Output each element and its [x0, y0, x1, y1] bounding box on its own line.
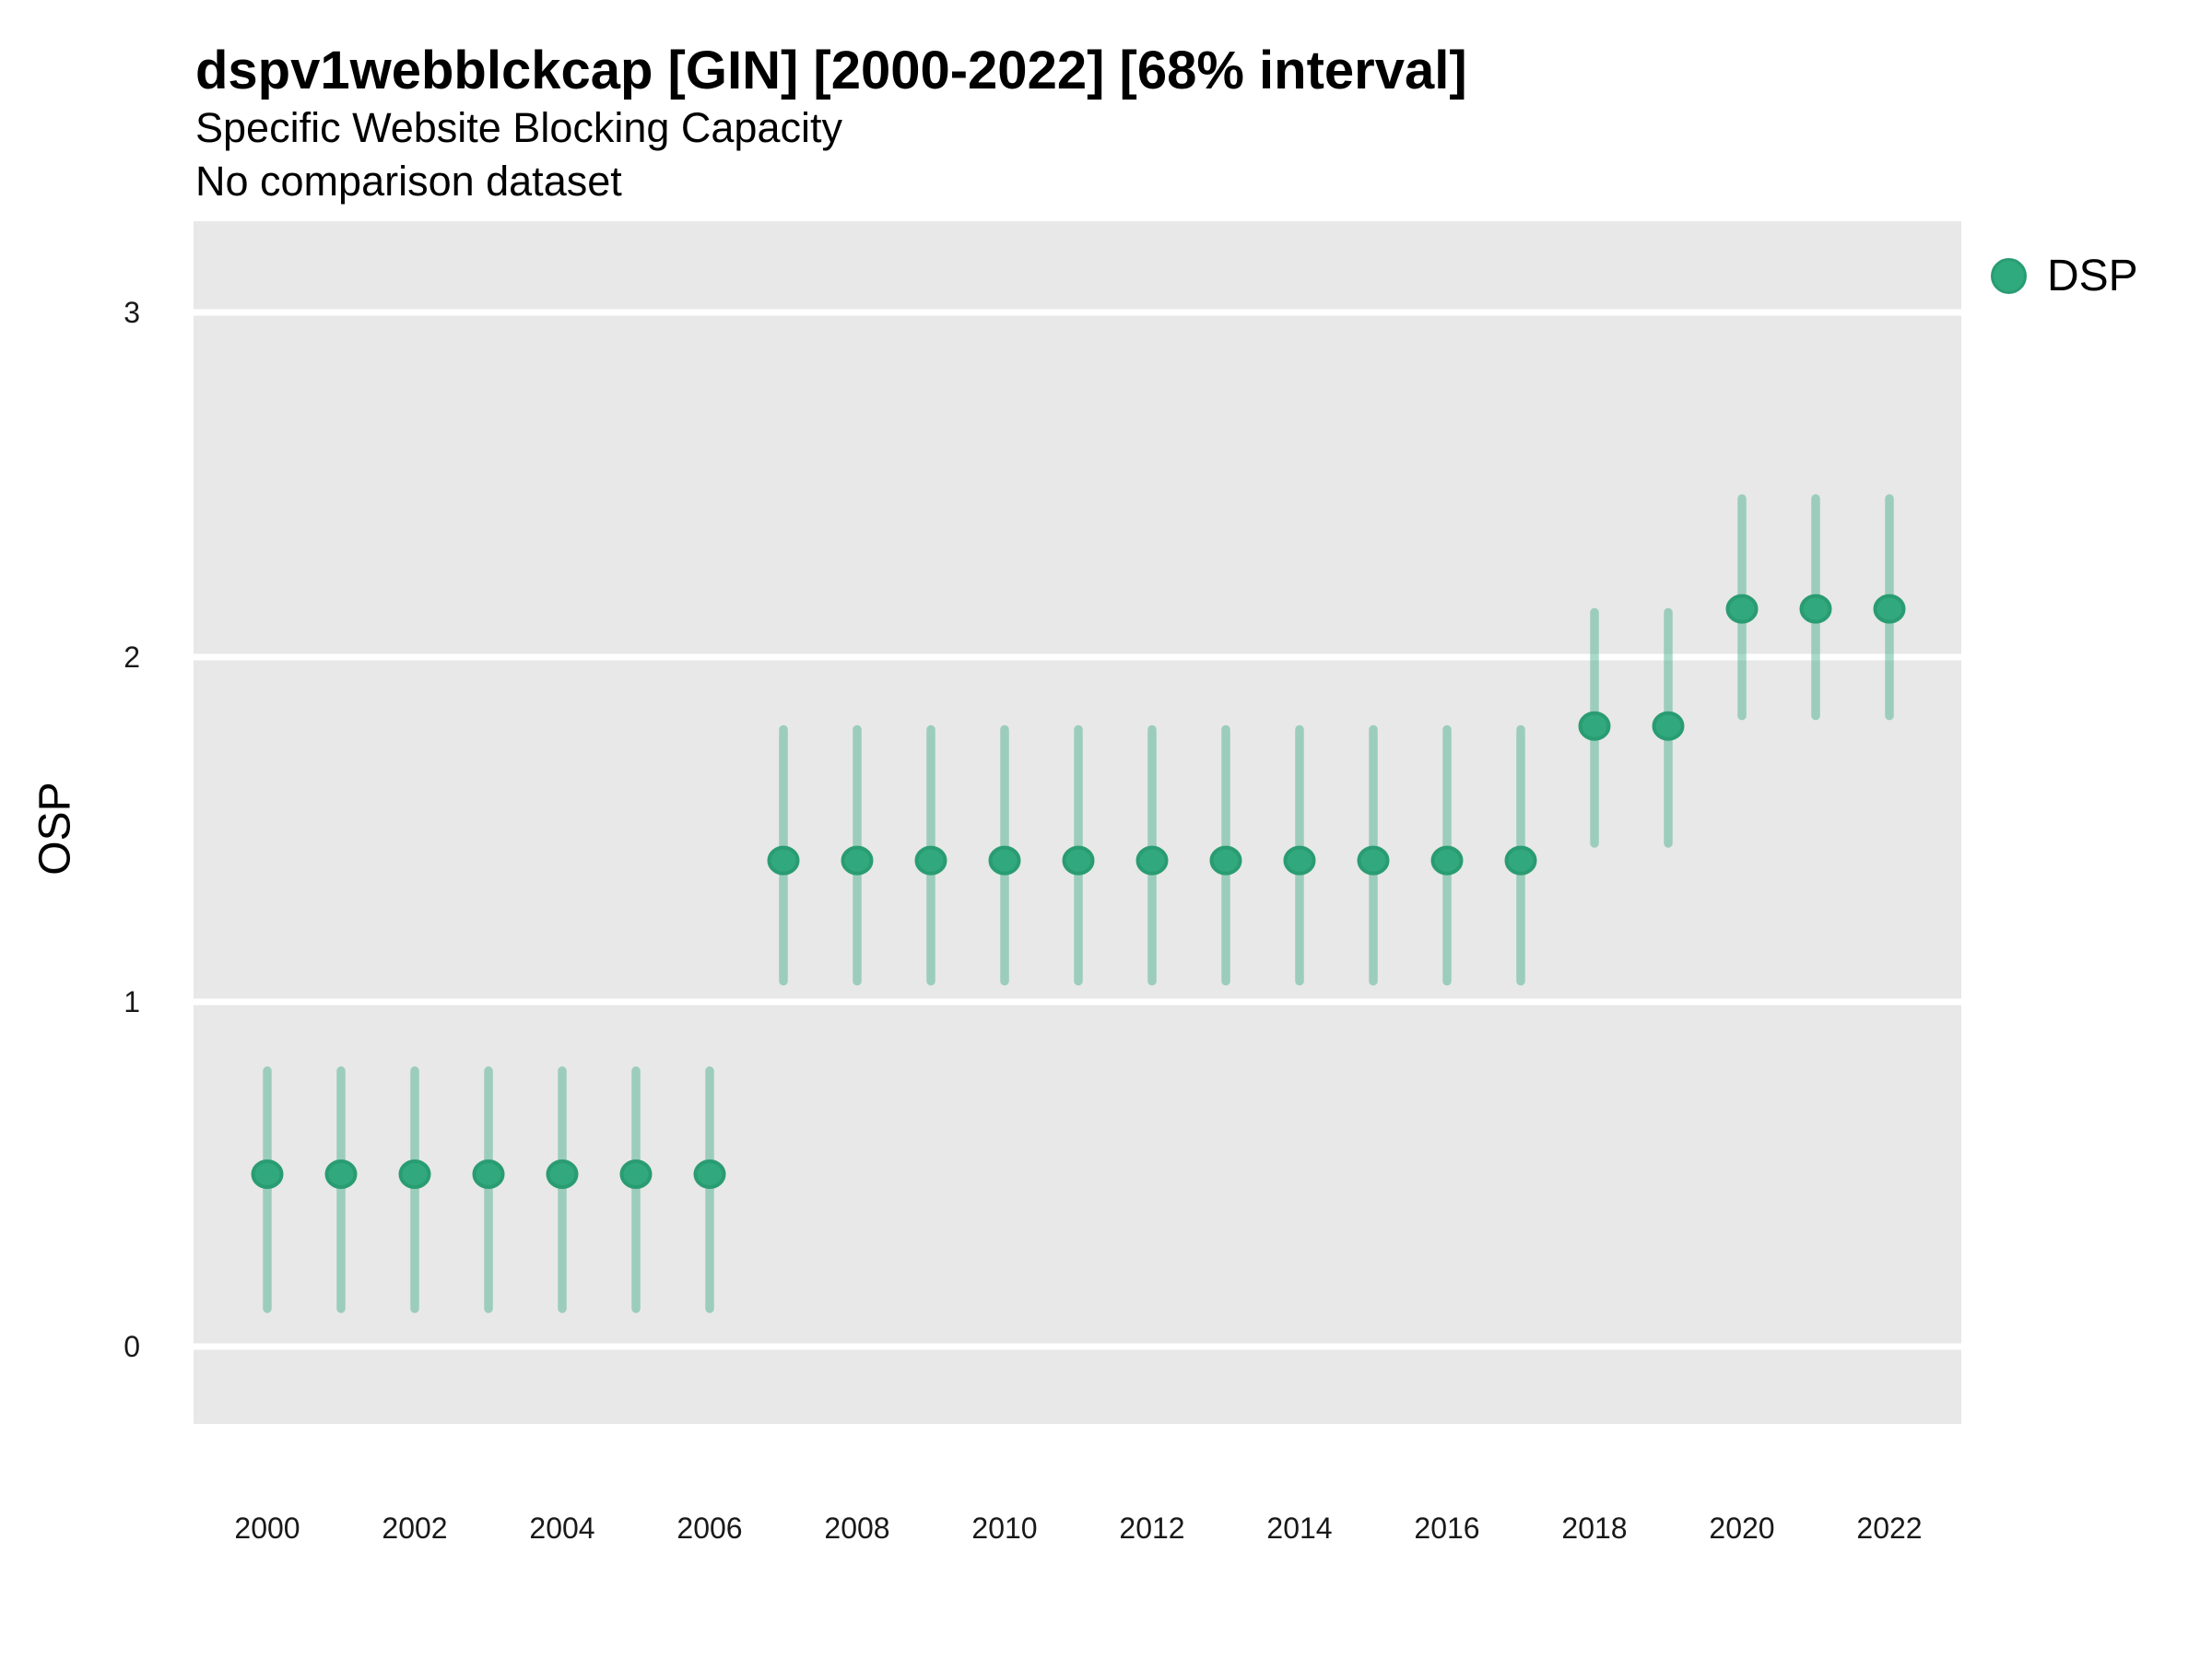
data-point-2005: [619, 1159, 653, 1189]
x-tick-label: 2018: [1561, 1512, 1627, 1545]
chart-title: dspv1webblckcap [GIN] [2000-2022] [68% i…: [195, 41, 1467, 100]
data-point-2000: [251, 1159, 284, 1189]
data-point-2019: [1652, 711, 1685, 741]
data-point-2006: [693, 1159, 726, 1189]
data-point-2021: [1799, 594, 1832, 624]
x-tick-label: 2008: [824, 1512, 889, 1545]
x-tick-label: 2016: [1414, 1512, 1479, 1545]
data-point-2020: [1725, 594, 1759, 624]
x-tick-label: 2010: [971, 1512, 1037, 1545]
data-point-2007: [767, 845, 800, 876]
legend-label: DSP: [2047, 252, 2138, 300]
data-point-2018: [1578, 711, 1611, 741]
y-axis-title: OSP: [30, 782, 80, 876]
title-block: dspv1webblckcap [GIN] [2000-2022] [68% i…: [195, 41, 1467, 208]
y-tick-label: 3: [124, 296, 140, 329]
legend: DSP: [1991, 251, 2138, 301]
y-tick-label: 1: [124, 985, 140, 1018]
plot-panel: [194, 221, 1961, 1424]
data-point-2002: [398, 1159, 431, 1189]
data-point-2001: [324, 1159, 358, 1189]
data-point-2003: [472, 1159, 505, 1189]
chart-subtitle: Specific Website Blocking Capacity: [195, 104, 842, 151]
x-tick-label: 2002: [382, 1512, 447, 1545]
chart-note: No comparison dataset: [195, 158, 622, 205]
x-tick-label: 2004: [529, 1512, 594, 1545]
data-point-2011: [1062, 845, 1095, 876]
x-tick-label: 2014: [1266, 1512, 1332, 1545]
legend-marker-icon: [1991, 258, 2027, 294]
data-point-2004: [546, 1159, 579, 1189]
x-tick-label: 2000: [234, 1512, 300, 1545]
y-tick-label: 2: [124, 641, 140, 674]
data-point-2014: [1283, 845, 1316, 876]
data-point-2016: [1430, 845, 1464, 876]
data-point-2015: [1357, 845, 1390, 876]
data-point-2009: [914, 845, 947, 876]
x-tick-label: 2006: [677, 1512, 742, 1545]
y-tick-label: 0: [124, 1330, 140, 1363]
data-point-2012: [1135, 845, 1169, 876]
data-point-2022: [1873, 594, 1906, 624]
x-tick-label: 2020: [1709, 1512, 1774, 1545]
data-point-2008: [841, 845, 874, 876]
x-tick-label: 2012: [1119, 1512, 1184, 1545]
x-tick-label: 2022: [1856, 1512, 1922, 1545]
data-point-2013: [1209, 845, 1242, 876]
data-point-2017: [1504, 845, 1537, 876]
data-point-2010: [988, 845, 1021, 876]
